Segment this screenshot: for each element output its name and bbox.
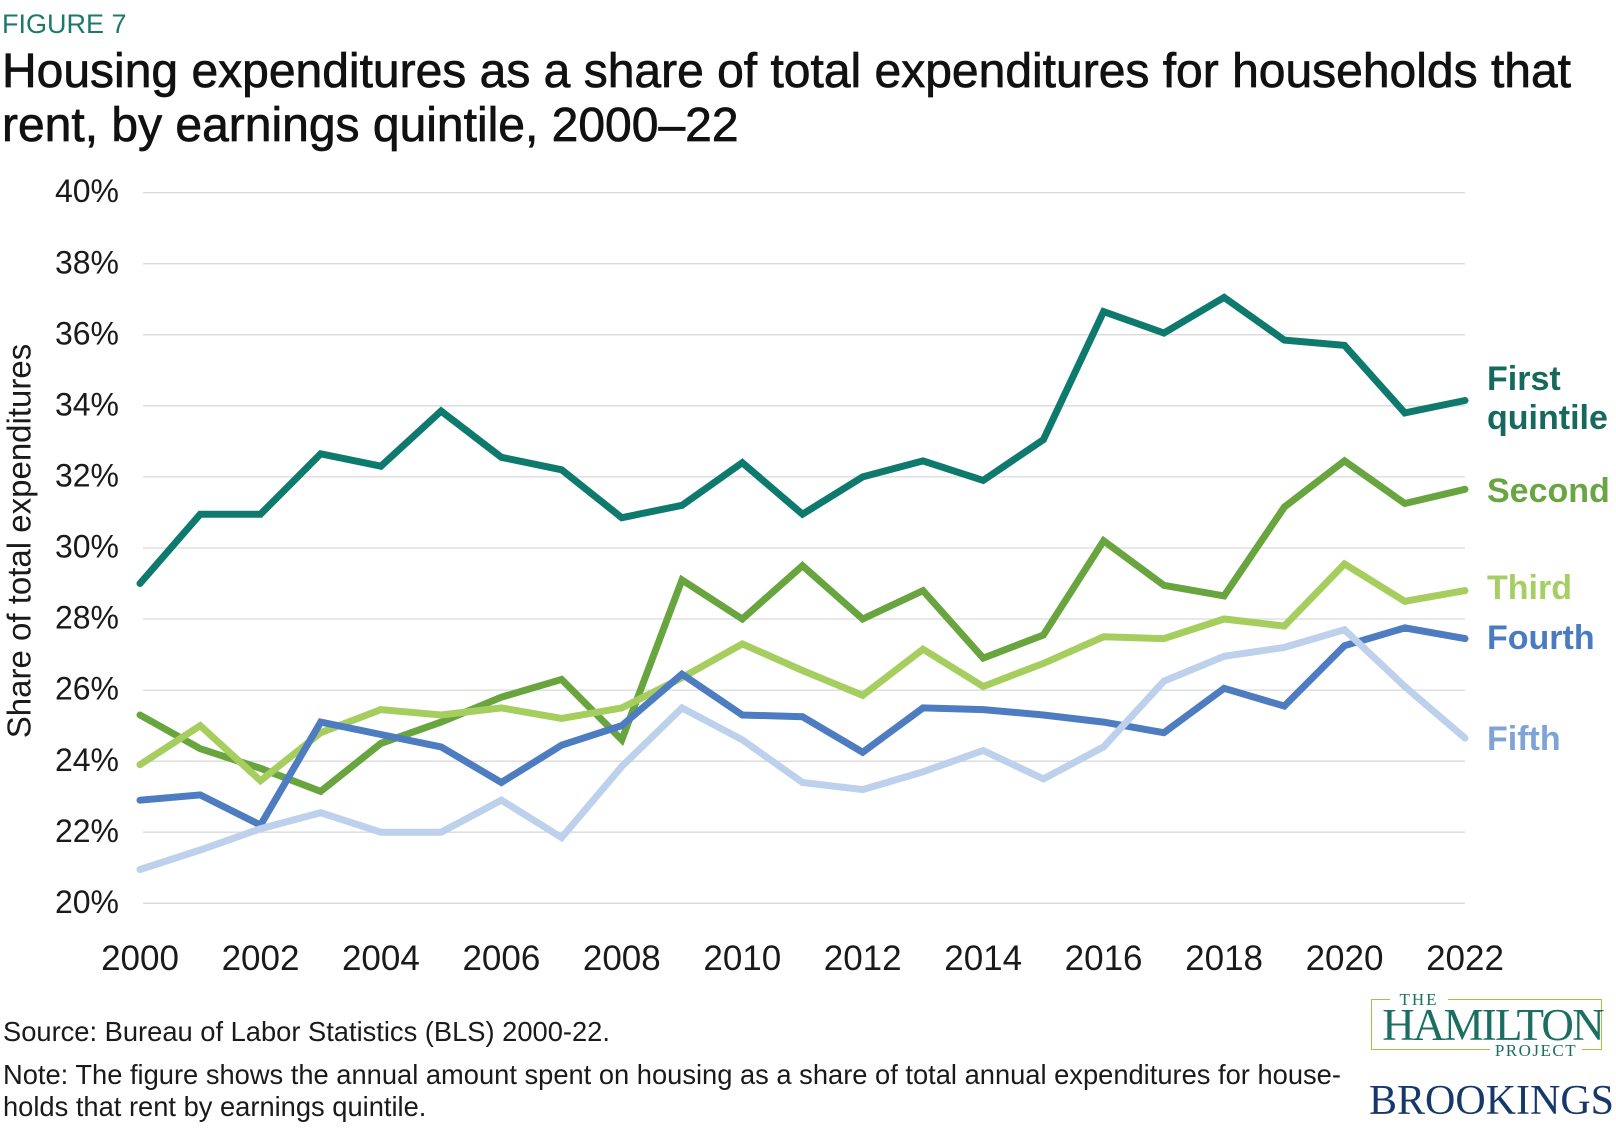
svg-text:Fifth: Fifth <box>1487 720 1561 758</box>
svg-text:2002: 2002 <box>222 939 300 978</box>
svg-text:2014: 2014 <box>944 939 1022 978</box>
svg-text:2006: 2006 <box>462 939 540 978</box>
svg-text:34%: 34% <box>55 386 119 422</box>
svg-text:38%: 38% <box>55 244 119 280</box>
svg-text:Second: Second <box>1487 472 1610 510</box>
svg-text:Share of total expenditures: Share of total expenditures <box>1 344 38 738</box>
svg-text:20%: 20% <box>55 884 119 920</box>
svg-text:First: First <box>1487 360 1561 398</box>
svg-text:2016: 2016 <box>1065 939 1143 978</box>
svg-text:26%: 26% <box>55 671 119 707</box>
svg-text:32%: 32% <box>55 458 119 494</box>
svg-text:quintile: quintile <box>1487 399 1608 437</box>
svg-text:Fourth: Fourth <box>1487 619 1595 657</box>
svg-text:22%: 22% <box>55 813 119 849</box>
svg-text:2018: 2018 <box>1185 939 1263 978</box>
svg-text:2004: 2004 <box>342 939 420 978</box>
svg-text:2008: 2008 <box>583 939 661 978</box>
svg-text:24%: 24% <box>55 742 119 778</box>
svg-text:40%: 40% <box>55 173 119 209</box>
svg-text:36%: 36% <box>55 315 119 351</box>
svg-text:2010: 2010 <box>703 939 781 978</box>
svg-text:30%: 30% <box>55 529 119 565</box>
svg-text:Third: Third <box>1487 569 1572 607</box>
svg-text:28%: 28% <box>55 600 119 636</box>
svg-text:2000: 2000 <box>101 939 179 978</box>
svg-text:2022: 2022 <box>1426 939 1504 978</box>
svg-text:2020: 2020 <box>1306 939 1384 978</box>
svg-text:2012: 2012 <box>824 939 902 978</box>
